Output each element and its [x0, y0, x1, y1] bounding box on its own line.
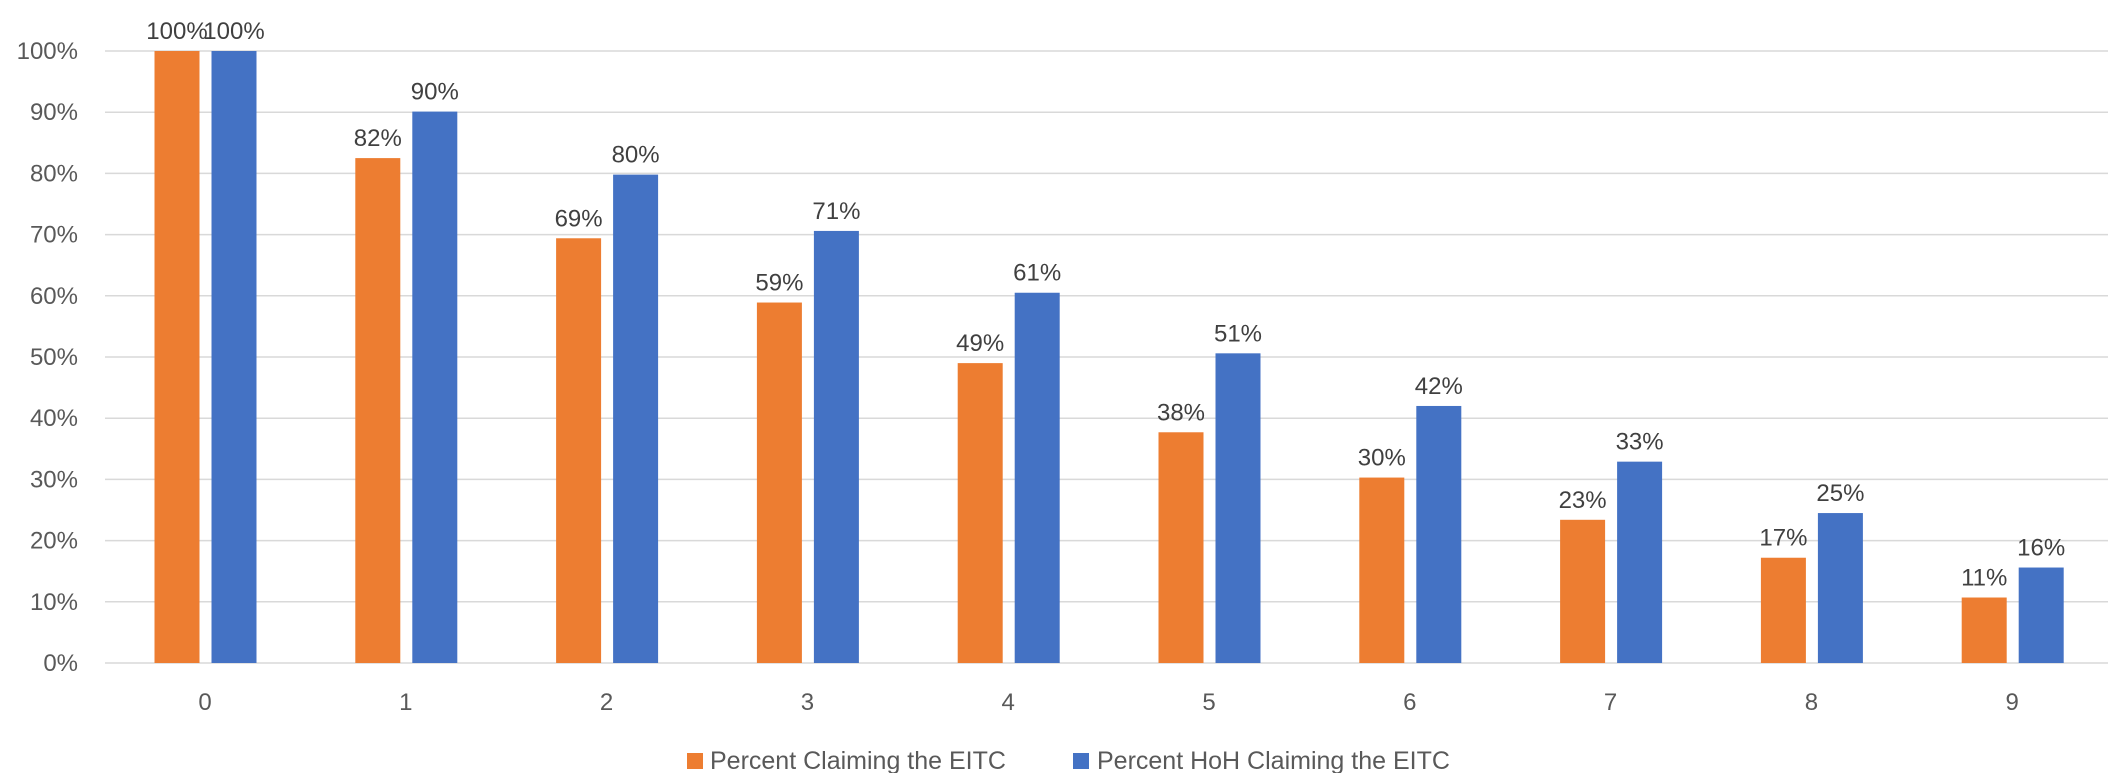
legend-swatch-hoh-claiming-eitc [1073, 753, 1089, 769]
x-tick-label: 2 [600, 689, 613, 716]
y-tick-label: 100% [17, 38, 78, 65]
data-label: 49% [956, 330, 1004, 357]
y-tick-label: 40% [30, 405, 78, 432]
bar-series-1-cat-7 [1617, 461, 1663, 663]
bar-series-1-cat-8 [1817, 513, 1863, 663]
bar-series-0-cat-0 [154, 51, 200, 663]
x-tick-label: 7 [1604, 689, 1617, 716]
data-label: 69% [555, 205, 603, 232]
y-tick-label: 50% [30, 344, 78, 371]
y-tick-label: 60% [30, 283, 78, 310]
x-tick-label: 3 [801, 689, 814, 716]
legend-label-hoh-claiming-eitc: Percent HoH Claiming the EITC [1097, 747, 1450, 773]
y-tick-label: 70% [30, 222, 78, 249]
bar-series-0-cat-9 [1961, 597, 2007, 663]
bar-series-1-cat-5 [1215, 353, 1261, 663]
data-label: 100% [146, 18, 207, 45]
y-tick-label: 30% [30, 466, 78, 493]
y-tick-label: 10% [30, 589, 78, 616]
y-tick-label: 90% [30, 99, 78, 126]
data-label: 71% [812, 198, 860, 225]
y-tick-label: 20% [30, 528, 78, 555]
bar-series-1-cat-3 [813, 230, 859, 664]
y-tick-label: 0% [43, 650, 78, 677]
bar-series-0-cat-1 [355, 158, 401, 663]
legend: Percent Claiming the EITC Percent HoH Cl… [687, 747, 1450, 773]
data-label: 80% [612, 142, 660, 169]
data-label: 42% [1415, 373, 1463, 400]
data-labels: 100% 82% 69% 59% 49% 38% 30% 23% 17% 11% 100% 90% 80… [146, 18, 2065, 592]
x-tick-label: 1 [399, 689, 412, 716]
x-tick-label: 4 [1002, 689, 1015, 716]
data-label: 11% [1961, 565, 2007, 592]
bar-series-0-cat-2 [556, 238, 602, 663]
data-label: 61% [1013, 260, 1061, 287]
bar-series-0-cat-7 [1560, 519, 1606, 663]
bar-series-0-cat-8 [1760, 557, 1806, 663]
x-tick-label: 0 [198, 689, 211, 716]
x-tick-label: 8 [1805, 689, 1818, 716]
data-label: 25% [1816, 480, 1864, 507]
data-label: 23% [1559, 487, 1607, 514]
bar-series-1-cat-4 [1014, 292, 1060, 663]
bars [154, 51, 2064, 664]
data-label: 82% [354, 125, 402, 152]
data-label: 59% [755, 270, 803, 297]
gridlines [105, 50, 2108, 664]
bar-series-0-cat-4 [957, 363, 1003, 663]
data-label: 38% [1157, 399, 1205, 426]
x-tick-label: 9 [2006, 689, 2019, 716]
bar-series-1-cat-9 [2018, 567, 2064, 663]
bar-series-1-cat-6 [1416, 405, 1462, 663]
legend-swatch-claiming-eitc [687, 753, 703, 769]
data-label: 30% [1358, 445, 1406, 472]
x-tick-label: 6 [1403, 689, 1416, 716]
y-axis-tick-labels: 0% 10% 20% 30% 40% 50% 60% 70% 80% 90% 100% [17, 38, 78, 677]
legend-label-claiming-eitc: Percent Claiming the EITC [710, 747, 1006, 773]
bar-series-0-cat-3 [756, 302, 802, 663]
bar-series-1-cat-1 [412, 111, 458, 663]
data-label: 33% [1616, 429, 1664, 456]
bar-series-0-cat-5 [1158, 432, 1204, 663]
data-label: 17% [1759, 525, 1807, 552]
bar-series-1-cat-0 [211, 51, 257, 663]
data-label: 90% [411, 79, 459, 106]
bar-series-1-cat-2 [613, 174, 659, 663]
x-tick-label: 5 [1202, 689, 1215, 716]
data-label: 16% [2017, 535, 2065, 562]
y-tick-label: 80% [30, 160, 78, 187]
data-label: 100% [203, 18, 264, 45]
data-label: 51% [1214, 320, 1262, 347]
bar-series-0-cat-6 [1359, 477, 1405, 663]
x-axis-tick-labels: 0 1 2 3 4 5 6 7 8 9 [198, 689, 2019, 716]
